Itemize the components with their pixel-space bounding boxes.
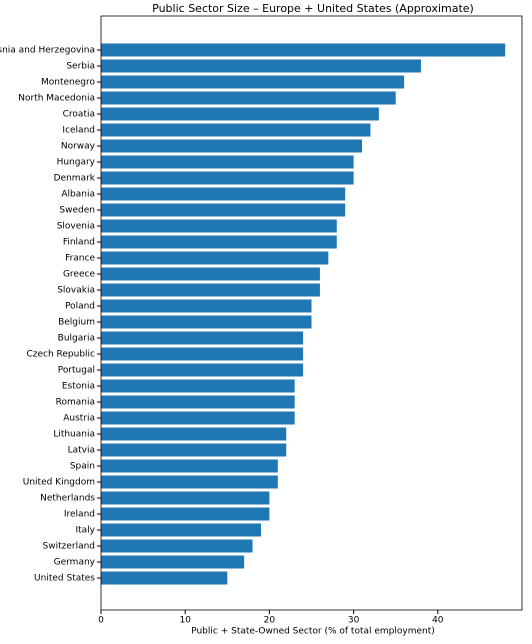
- bar: [101, 363, 304, 377]
- bar: [101, 75, 405, 89]
- y-tick-label: Hungary: [57, 158, 96, 168]
- bar: [101, 299, 312, 313]
- bar: [101, 235, 337, 249]
- bar: [101, 411, 295, 425]
- bar: [101, 203, 346, 217]
- x-tick-label: 40: [432, 616, 444, 626]
- y-tick-label: Ireland: [64, 510, 95, 520]
- y-tick-label: Netherlands: [40, 494, 95, 504]
- y-tick-label: Germany: [54, 558, 96, 568]
- y-tick-label: United Kingdom: [23, 478, 95, 488]
- bar: [101, 187, 346, 201]
- y-tick-label: Slovakia: [57, 286, 95, 296]
- bar: [101, 427, 287, 441]
- x-tick-label: 30: [348, 616, 360, 626]
- bar: [101, 459, 278, 473]
- y-tick-label: Latvia: [68, 446, 95, 456]
- y-tick-label: Albania: [61, 190, 95, 200]
- y-tick-label: Iceland: [62, 126, 95, 136]
- y-tick-label: Bulgaria: [58, 334, 95, 344]
- y-tick-label: Lithuania: [53, 430, 95, 440]
- y-tick-label: Spain: [70, 462, 95, 472]
- y-tick-label: Denmark: [54, 174, 96, 184]
- bar: [101, 555, 245, 569]
- bar: [101, 379, 295, 393]
- bar: [101, 347, 304, 361]
- plot-frame: [100, 15, 523, 611]
- y-tick-label: United States: [34, 574, 95, 584]
- y-tick-label: Slovenia: [57, 222, 95, 232]
- bar: [101, 571, 228, 585]
- bar: [101, 475, 278, 489]
- x-axis-label: Public + State-Owned Sector (% of total …: [191, 627, 435, 637]
- y-tick-label: Austria: [63, 414, 95, 424]
- y-tick-label: France: [65, 254, 95, 264]
- bar: [101, 539, 253, 553]
- y-tick-label: Switzerland: [43, 542, 96, 552]
- bar: [101, 331, 304, 345]
- y-tick-label: Bosnia and Herzegovina: [0, 46, 95, 56]
- bar: [101, 491, 270, 505]
- y-tick-label: Czech Republic: [26, 350, 95, 360]
- y-tick-label: Belgium: [58, 318, 95, 328]
- y-tick-label: Sweden: [59, 206, 95, 216]
- bar: [101, 283, 320, 297]
- y-tick-label: Greece: [63, 270, 95, 280]
- chart-title: Public Sector Size – Europe + United Sta…: [152, 2, 474, 15]
- y-tick-label: North Macedonia: [18, 94, 95, 104]
- y-tick-label: Norway: [61, 142, 96, 152]
- bar: [101, 171, 354, 185]
- y-tick-label: Romania: [56, 398, 95, 408]
- bar: [101, 395, 295, 409]
- bar: [101, 43, 506, 57]
- y-tick-label: Croatia: [63, 110, 95, 120]
- bar: [101, 443, 287, 457]
- bar: [101, 155, 354, 169]
- bar: [101, 251, 329, 265]
- bar: [101, 139, 363, 153]
- y-tick-label: Montenegro: [41, 78, 95, 88]
- bar: [101, 107, 379, 121]
- y-tick-label: Italy: [75, 526, 95, 536]
- bar: [101, 315, 312, 329]
- bar: [101, 59, 421, 73]
- x-tick-label: 10: [179, 616, 191, 626]
- bar: [101, 219, 337, 233]
- bar: [101, 91, 396, 105]
- x-tick-label: 0: [98, 616, 104, 626]
- y-tick-label: Estonia: [62, 382, 95, 392]
- bar: [101, 123, 371, 137]
- bar: [101, 523, 261, 537]
- x-tick-label: 20: [264, 616, 276, 626]
- y-tick-label: Finland: [63, 238, 95, 248]
- bar: [101, 267, 320, 281]
- y-tick-label: Portugal: [58, 366, 95, 376]
- y-tick-label: Serbia: [66, 62, 95, 72]
- bar: [101, 507, 270, 521]
- y-tick-label: Poland: [65, 302, 95, 312]
